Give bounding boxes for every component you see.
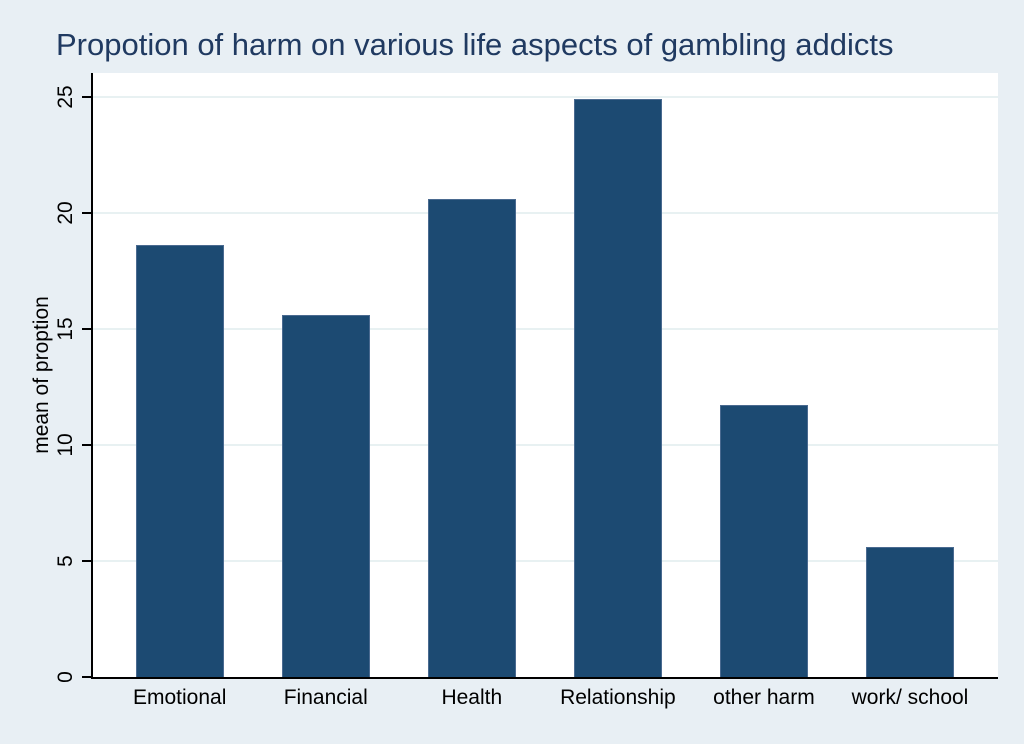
grid-line-y5: [93, 559, 998, 562]
y-tick-label-15: 15: [54, 317, 77, 341]
y-tick-label-20: 20: [54, 201, 77, 225]
y-tick-label-0: 0: [54, 671, 77, 683]
y-tick-label-25: 25: [54, 85, 77, 109]
grid-line-y10: [93, 443, 998, 446]
grid-line-y20: [93, 211, 998, 214]
x-category-label-financial: Financial: [283, 686, 368, 709]
chart-bar-other-harm: [719, 405, 808, 677]
x-category-label-relationship: Relationship: [560, 686, 676, 709]
y-axis-title: mean of proption: [30, 296, 53, 454]
chart-bar-emotional: [135, 245, 224, 677]
y-axis-line: [91, 73, 93, 677]
y-tick-0: [82, 676, 91, 678]
grid-line-y25: [93, 95, 998, 98]
x-category-label-emotional: Emotional: [132, 686, 227, 709]
y-tick-20: [82, 211, 91, 214]
y-tick-15: [82, 327, 91, 330]
y-tick-25: [82, 95, 91, 98]
y-tick-10: [82, 443, 91, 446]
y-tick-label-10: 10: [54, 433, 77, 457]
x-category-label-work-school: work/ school: [851, 686, 969, 709]
grid-line-y15: [93, 327, 998, 330]
chart-title: Propotion of harm on various life aspect…: [56, 27, 894, 62]
y-tick-label-5: 5: [54, 555, 77, 567]
x-category-label-health: Health: [441, 686, 503, 709]
chart-bar-financial: [281, 315, 370, 677]
y-tick-5: [82, 559, 91, 562]
x-category-label-other-harm: other harm: [713, 686, 815, 709]
chart-bar-work-school: [866, 547, 954, 677]
plot-area: [91, 73, 998, 679]
chart-bar-health: [427, 199, 516, 677]
x-axis-line: [91, 676, 998, 679]
chart-bar-relationship: [573, 99, 662, 677]
